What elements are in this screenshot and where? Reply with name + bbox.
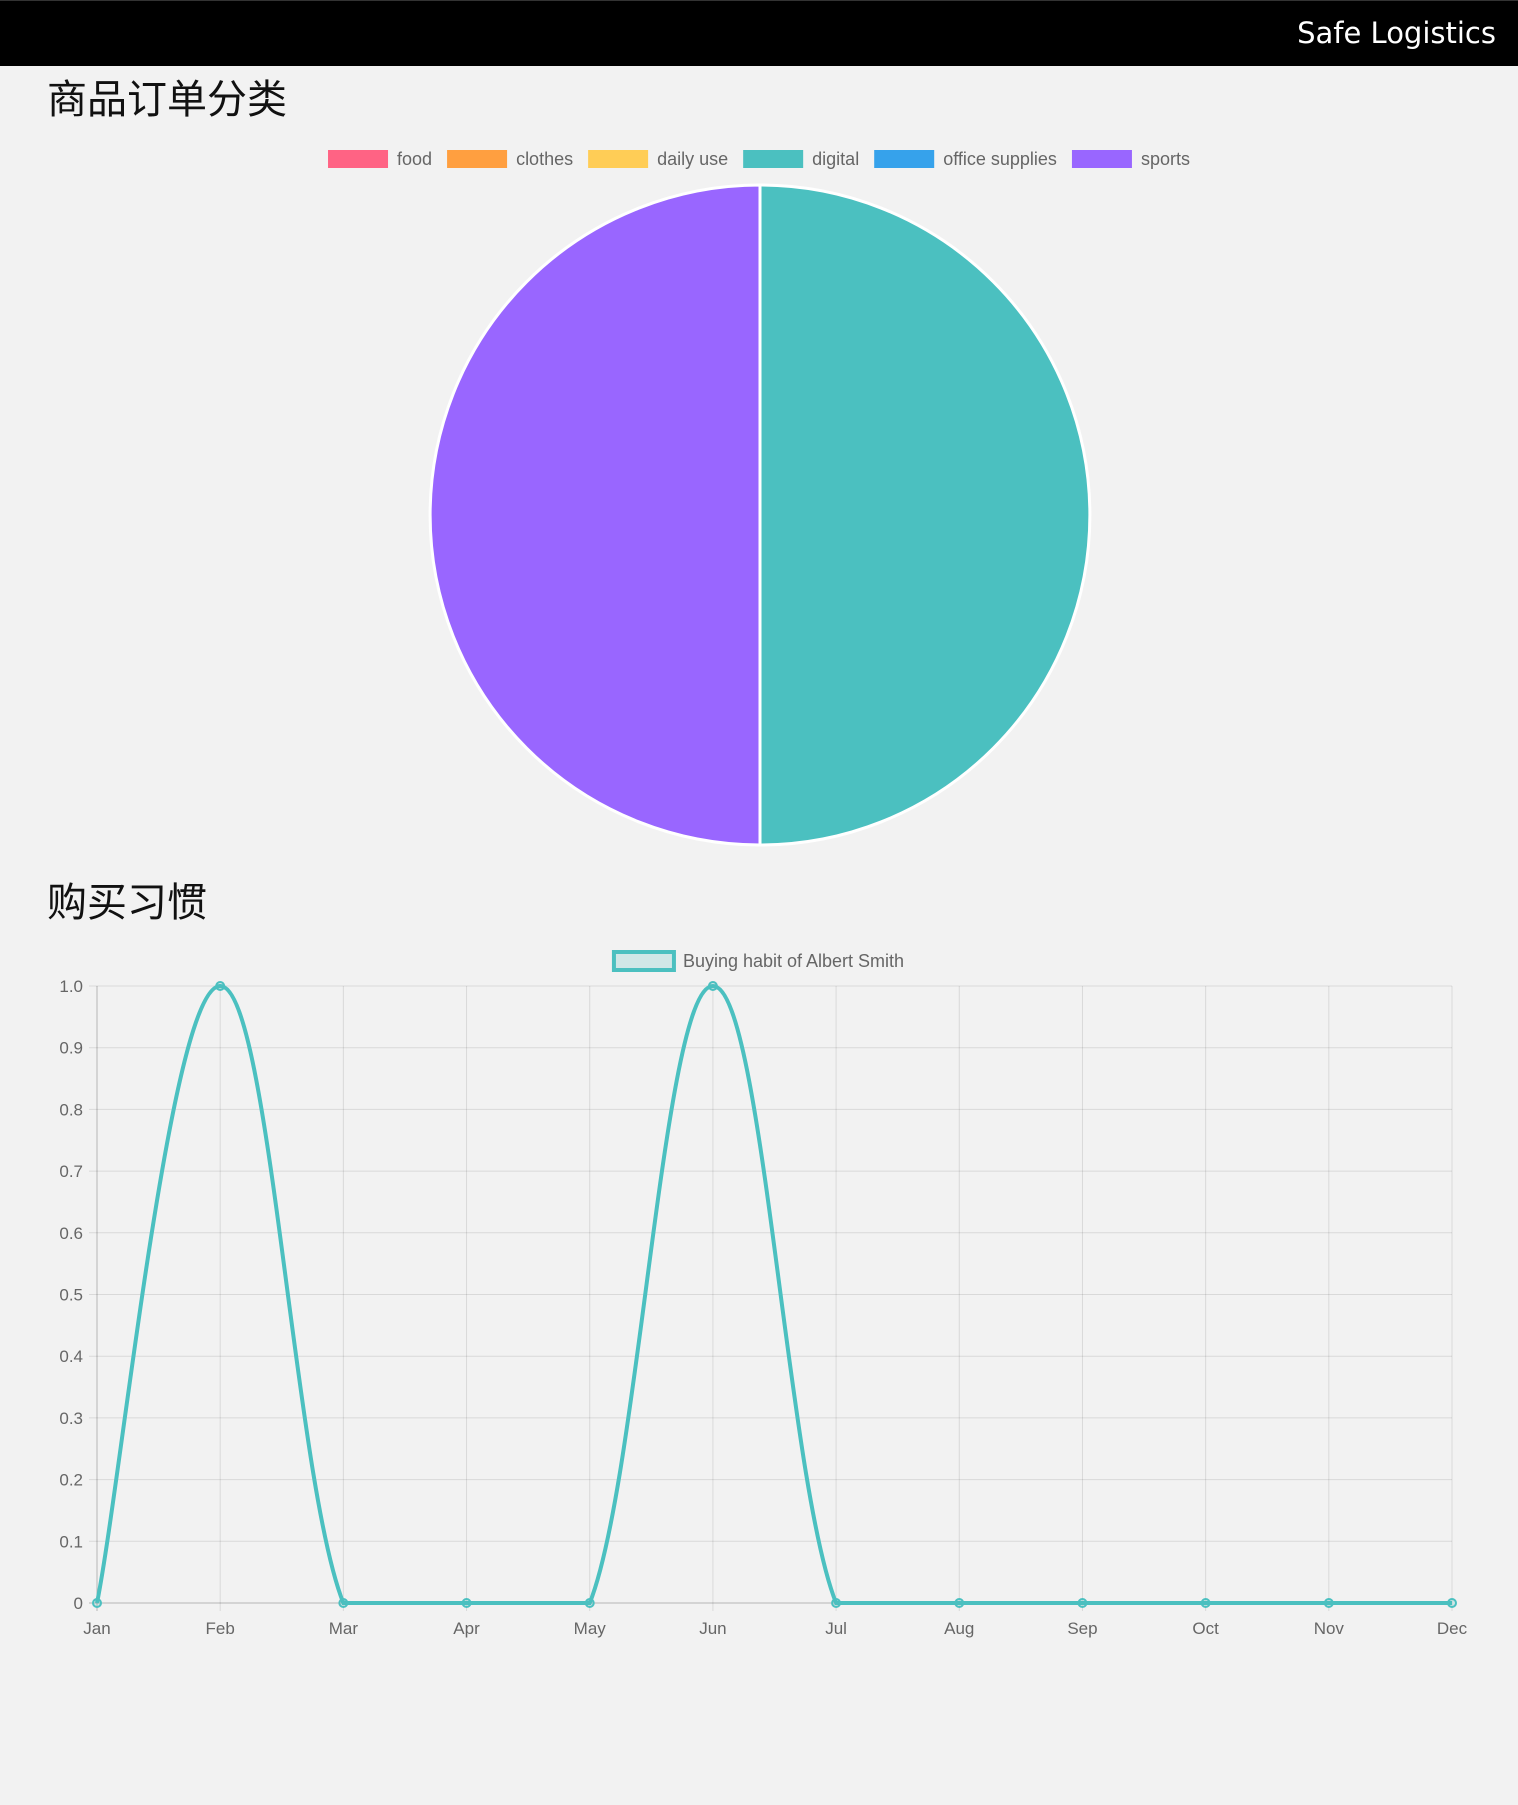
pie-slice-sports[interactable]	[428, 183, 762, 847]
y-tick-label: 0.8	[59, 1100, 83, 1119]
x-tick-label-aug: Aug	[944, 1619, 974, 1638]
y-tick-label: 0.5	[59, 1286, 83, 1305]
legend-swatch	[743, 150, 804, 168]
grid-lines	[89, 985, 1453, 1611]
legend-swatch	[328, 150, 389, 168]
x-tick-label-sep: Sep	[1067, 1619, 1097, 1638]
legend-item-sports[interactable]: sports	[1071, 149, 1190, 169]
series-line-buying-habit-of-albert-smith	[95, 983, 1452, 1605]
y-tick-label: 0.3	[59, 1409, 83, 1428]
y-tick-label: 1.0	[59, 977, 83, 996]
legend-item-buying-habit-of-albert-smith[interactable]: Buying habit of Albert Smith	[611, 950, 904, 972]
y-tick-label: 0.4	[59, 1347, 83, 1366]
legend-item-office-supplies[interactable]: office supplies	[874, 149, 1057, 169]
x-tick-label-jun: Jun	[699, 1619, 726, 1638]
legend-swatch	[1071, 150, 1132, 168]
y-tick-label: 0.6	[59, 1224, 83, 1243]
buying-habit-line-chart: Buying habit of Albert Smith 0 0.1 0.2 0.3 0.…	[59, 950, 1468, 1638]
pie-slice-digital[interactable]	[758, 183, 1092, 847]
x-tick-label-nov: Nov	[1314, 1619, 1345, 1638]
data-point-mar[interactable]	[338, 1598, 349, 1608]
legend-item-food[interactable]: food	[328, 149, 432, 169]
x-tick-label-feb: Feb	[206, 1619, 235, 1638]
legend-label: sports	[1141, 149, 1190, 169]
data-point-apr[interactable]	[461, 1598, 472, 1608]
legend-label: office supplies	[943, 149, 1057, 169]
y-tick-label: 0.2	[59, 1471, 83, 1490]
data-point-may[interactable]	[584, 1598, 595, 1608]
data-point-sep[interactable]	[1077, 1598, 1088, 1608]
data-point-nov[interactable]	[1323, 1598, 1334, 1608]
data-point-jan[interactable]	[92, 1598, 102, 1608]
data-point-jul[interactable]	[831, 1598, 842, 1608]
y-tick-label: 0.9	[59, 1039, 83, 1058]
x-tick-label-dec: Dec	[1437, 1619, 1468, 1638]
legend-item-clothes[interactable]: clothes	[447, 149, 573, 169]
y-tick-label: 0.7	[59, 1162, 83, 1181]
y-tick-label: 0.1	[59, 1532, 83, 1551]
top-navbar: Safe Logistics	[0, 0, 1518, 66]
legend-swatch	[874, 150, 935, 168]
legend-swatch	[611, 950, 676, 972]
x-tick-label-may: May	[574, 1619, 607, 1638]
legend-label: Buying habit of Albert Smith	[683, 951, 904, 971]
y-tick-label: 0	[74, 1594, 83, 1613]
x-tick-label-apr: Apr	[453, 1619, 480, 1638]
legend-label: food	[397, 149, 432, 169]
legend-label: clothes	[516, 149, 573, 169]
legend-swatch	[447, 150, 508, 168]
pie-section-title: 商品订单分类	[47, 77, 287, 123]
data-point-jun[interactable]	[707, 981, 718, 991]
x-tick-label-jan: Jan	[83, 1619, 110, 1638]
x-tick-label-oct: Oct	[1192, 1619, 1219, 1638]
legend-label: daily use	[657, 149, 728, 169]
data-point-aug[interactable]	[954, 1598, 965, 1608]
legend-item-digital[interactable]: digital	[743, 149, 859, 169]
legend-label: digital	[812, 149, 859, 169]
x-tick-label-jul: Jul	[825, 1619, 847, 1638]
order-category-pie-chart: food clothes daily use digital office suppli…	[328, 149, 1190, 847]
brand-logo-text[interactable]: Safe Logistics	[1297, 16, 1496, 50]
legend-swatch	[588, 150, 649, 168]
data-point-feb[interactable]	[215, 981, 226, 991]
legend-item-daily-use[interactable]: daily use	[588, 149, 728, 169]
data-point-oct[interactable]	[1200, 1598, 1211, 1608]
x-tick-label-mar: Mar	[329, 1619, 359, 1638]
data-point-dec[interactable]	[1447, 1598, 1457, 1608]
line-section-title: 购买习惯	[47, 880, 207, 926]
